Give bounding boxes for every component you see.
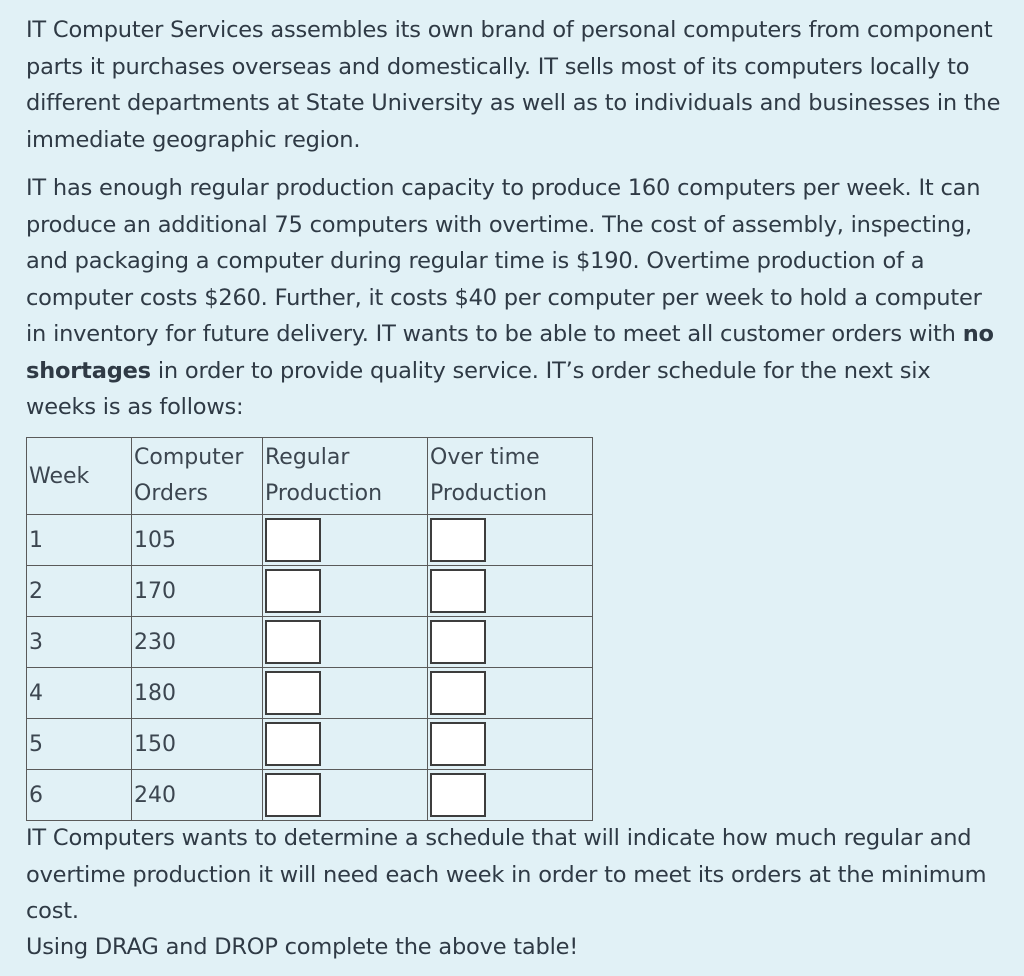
capacity-text-start: IT has enough regular production capacit…	[26, 175, 982, 347]
capacity-paragraph: IT has enough regular production capacit…	[26, 170, 1006, 426]
regular-drop-target-week-4[interactable]	[265, 671, 321, 715]
regular-drop-target-week-2[interactable]	[265, 569, 321, 613]
no-shortages-emphasis: no shortages	[26, 321, 994, 384]
header-regular-line2: Production	[265, 481, 383, 506]
overtime-cell	[427, 616, 593, 668]
regular-drop-target-week-1[interactable]	[265, 518, 321, 562]
week-number: 1	[29, 527, 43, 553]
regular-cell	[262, 616, 428, 668]
week-cell: 6	[26, 769, 132, 821]
table-row: 2 170	[26, 565, 593, 617]
overtime-cell	[427, 514, 593, 566]
orders-value: 150	[134, 731, 176, 757]
orders-cell: 240	[131, 769, 263, 821]
table-row: 4 180	[26, 667, 593, 719]
regular-drop-target-week-5[interactable]	[265, 722, 321, 766]
week-cell: 5	[26, 718, 132, 770]
overtime-cell	[427, 667, 593, 719]
orders-value: 180	[134, 680, 176, 706]
overtime-drop-target-week-4[interactable]	[430, 671, 486, 715]
overtime-cell	[427, 565, 593, 617]
table-row: 3 230	[26, 616, 593, 668]
header-overtime-production: Over time Production	[427, 437, 593, 515]
week-cell: 3	[26, 616, 132, 668]
header-week-label: Week	[29, 463, 90, 489]
goal-paragraph: IT Computers wants to determine a schedu…	[26, 825, 987, 924]
orders-cell: 105	[131, 514, 263, 566]
intro-paragraph: IT Computer Services assembles its own b…	[26, 17, 1001, 153]
week-number: 6	[29, 782, 43, 808]
orders-cell: 170	[131, 565, 263, 617]
regular-cell	[262, 718, 428, 770]
header-orders-line2: Orders	[134, 481, 208, 506]
overtime-cell	[427, 769, 593, 821]
production-schedule-table: Week Computer Orders Regular Production …	[26, 437, 593, 821]
header-regular-line1: Regular	[265, 445, 350, 470]
table-row: 6 240	[26, 769, 593, 821]
regular-cell	[262, 514, 428, 566]
orders-value: 240	[134, 782, 176, 808]
overtime-drop-target-week-3[interactable]	[430, 620, 486, 664]
header-overtime-line1: Over time	[430, 445, 540, 470]
orders-cell: 180	[131, 667, 263, 719]
orders-value: 230	[134, 629, 176, 655]
overtime-drop-target-week-1[interactable]	[430, 518, 486, 562]
overtime-drop-target-week-5[interactable]	[430, 722, 486, 766]
week-number: 4	[29, 680, 43, 706]
week-cell: 4	[26, 667, 132, 719]
capacity-text-end: in order to provide quality service. IT’…	[26, 357, 931, 421]
week-cell: 2	[26, 565, 132, 617]
overtime-drop-target-week-2[interactable]	[430, 569, 486, 613]
regular-cell	[262, 769, 428, 821]
orders-value: 105	[134, 527, 176, 553]
week-number: 5	[29, 731, 43, 757]
header-orders-line1: Computer	[134, 445, 244, 470]
week-number: 2	[29, 578, 43, 604]
regular-cell	[262, 667, 428, 719]
drag-drop-instruction: Using DRAG and DROP complete the above t…	[26, 934, 579, 960]
week-cell: 1	[26, 514, 132, 566]
regular-cell	[262, 565, 428, 617]
header-overtime-line2: Production	[430, 481, 548, 506]
header-computer-orders: Computer Orders	[131, 437, 263, 515]
orders-value: 170	[134, 578, 176, 604]
table-row: 1 105	[26, 514, 593, 566]
overtime-cell	[427, 718, 593, 770]
week-number: 3	[29, 629, 43, 655]
orders-cell: 230	[131, 616, 263, 668]
header-regular-production: Regular Production	[262, 437, 428, 515]
table-row: 5 150	[26, 718, 593, 770]
regular-drop-target-week-3[interactable]	[265, 620, 321, 664]
header-week: Week	[26, 437, 132, 515]
regular-drop-target-week-6[interactable]	[265, 773, 321, 817]
table-header-row: Week Computer Orders Regular Production …	[26, 437, 593, 515]
overtime-drop-target-week-6[interactable]	[430, 773, 486, 817]
orders-cell: 150	[131, 718, 263, 770]
